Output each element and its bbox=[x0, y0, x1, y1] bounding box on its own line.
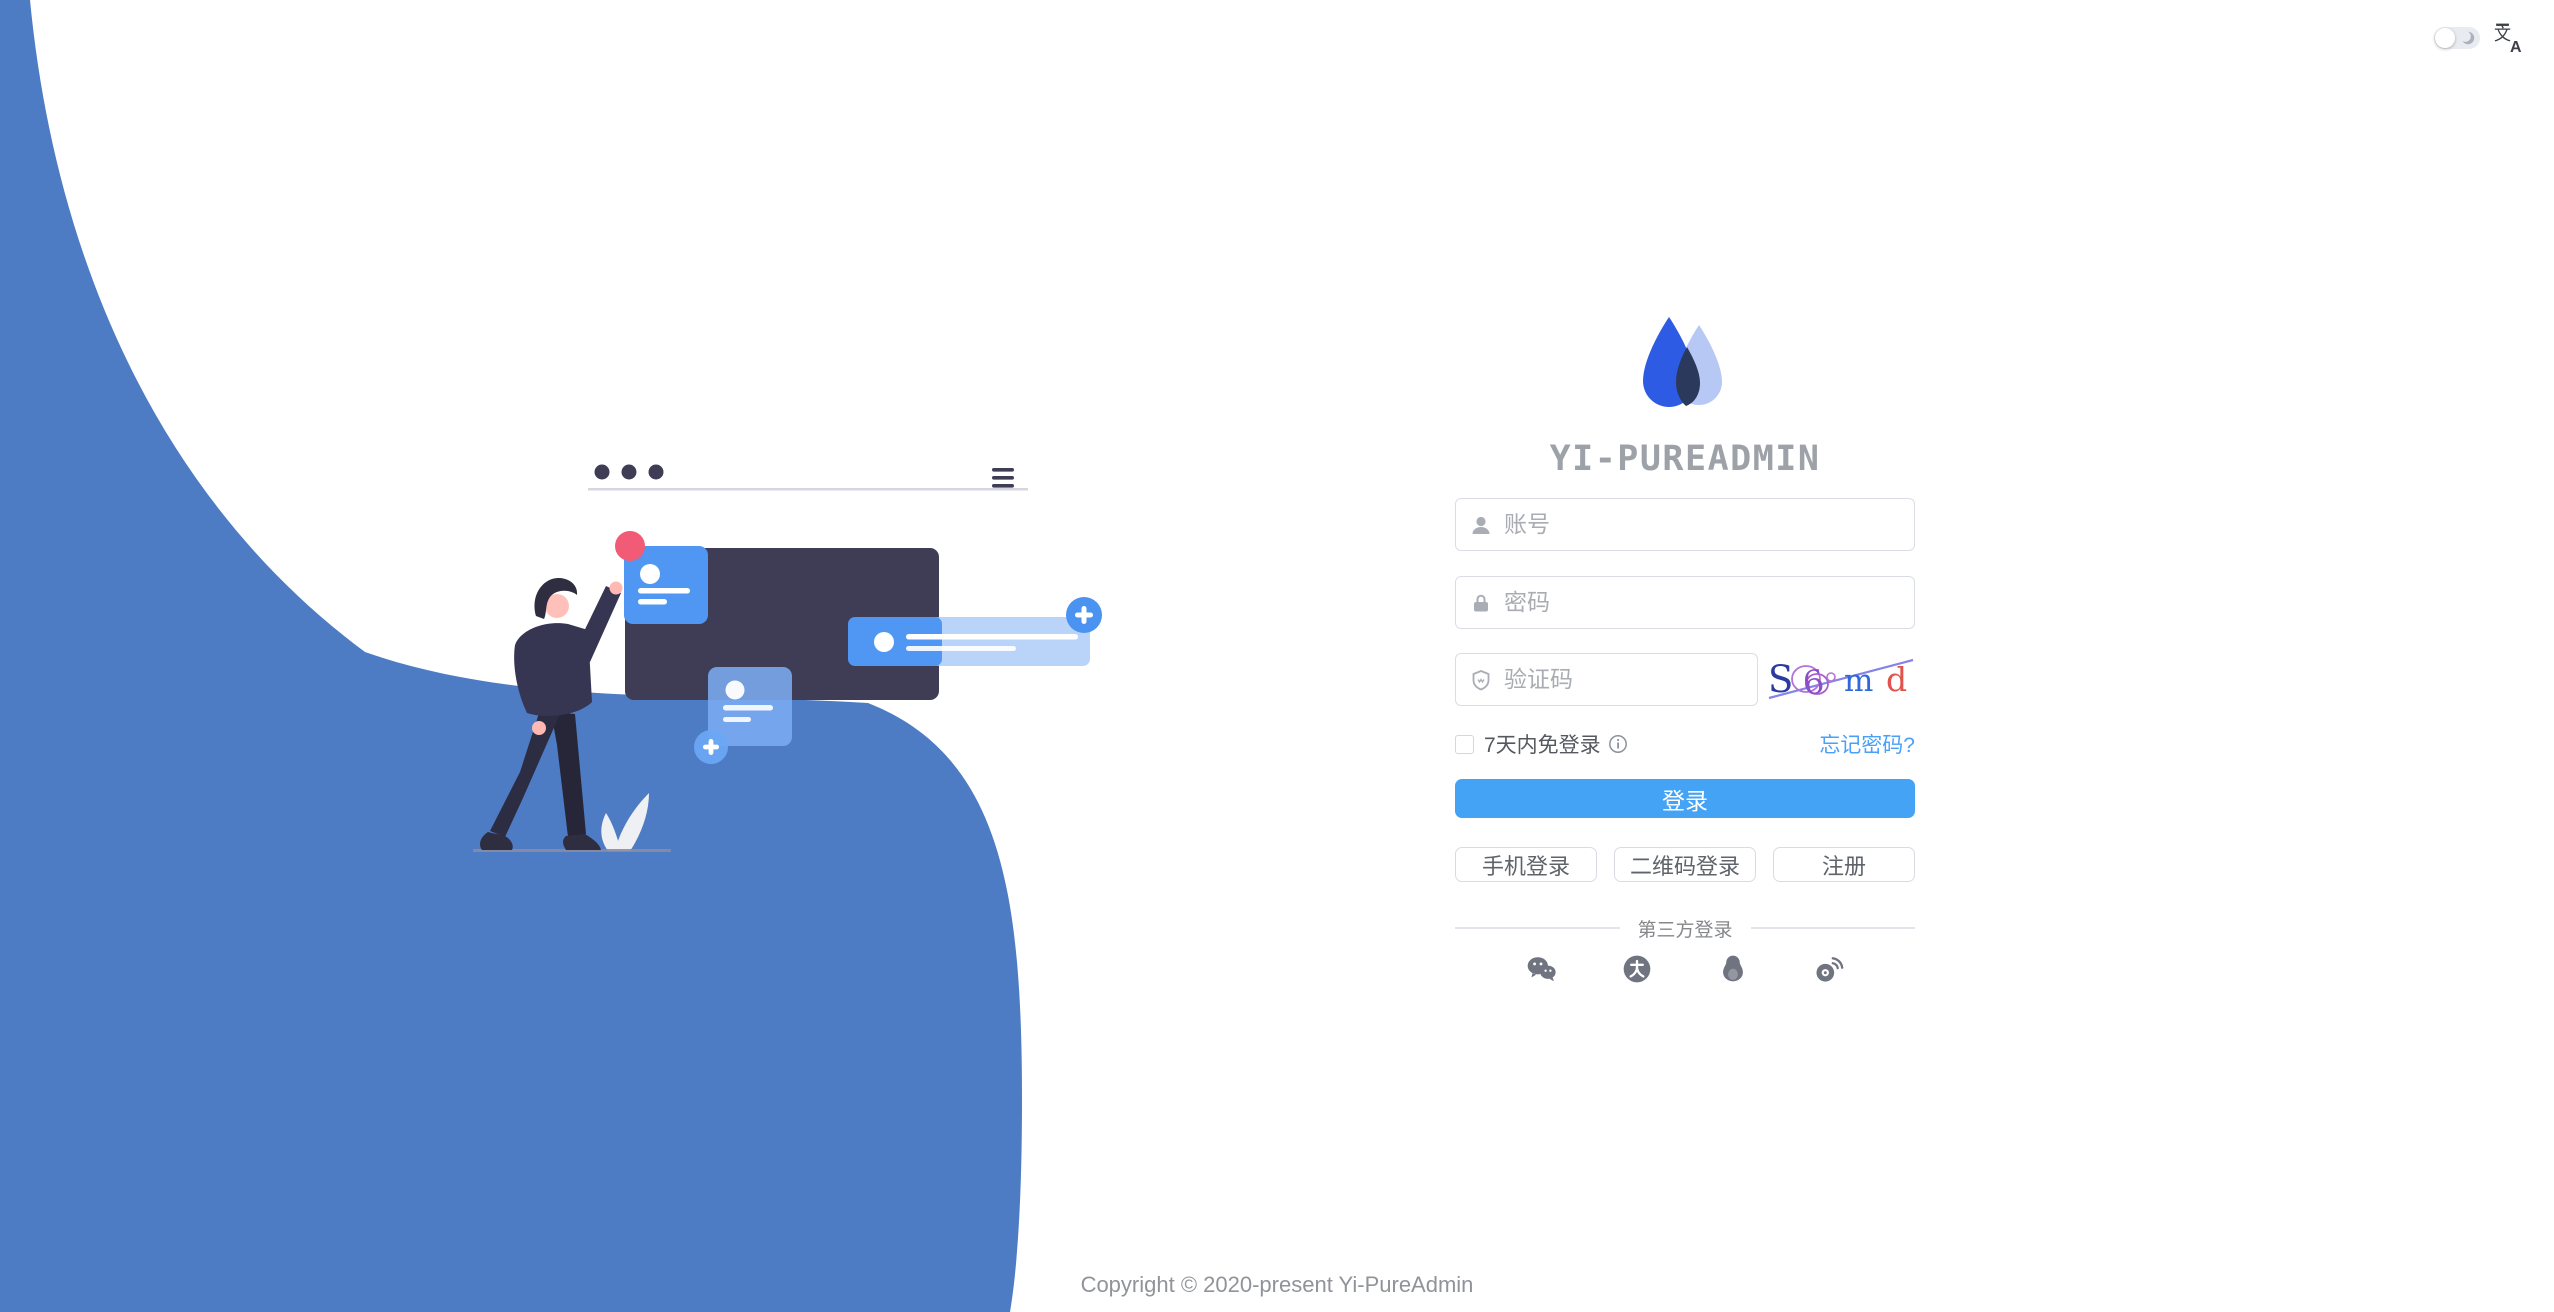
leaf bbox=[601, 793, 649, 851]
qrcode-login-button[interactable]: 二维码登录 bbox=[1614, 847, 1756, 882]
account-field bbox=[1455, 498, 1915, 551]
phone-login-button[interactable]: 手机登录 bbox=[1455, 847, 1597, 882]
water-drop-logo bbox=[1643, 317, 1722, 407]
remember-row: 7天内免登录 忘记密码? bbox=[1455, 731, 1915, 757]
svg-text:S: S bbox=[1768, 658, 1793, 701]
dark-mode-toggle[interactable] bbox=[2434, 27, 2480, 49]
plus-icon bbox=[694, 730, 728, 764]
brand-title: YI-PUREADMIN bbox=[1549, 439, 1821, 479]
password-input[interactable] bbox=[1502, 588, 1900, 617]
third-party-divider: 第三方登录 bbox=[1455, 915, 1916, 941]
svg-text:6: 6 bbox=[1800, 662, 1826, 704]
illustration-topbar-line bbox=[588, 488, 1028, 491]
login-illustration bbox=[473, 464, 1102, 852]
person bbox=[480, 577, 623, 850]
wechat-icon[interactable] bbox=[1525, 953, 1557, 985]
toggle-knob bbox=[2435, 28, 2455, 48]
captcha-field bbox=[1455, 653, 1802, 706]
svg-text:文: 文 bbox=[2494, 25, 2511, 44]
svg-text:m: m bbox=[1844, 663, 1873, 699]
translate-icon[interactable]: 文 A bbox=[2494, 22, 2526, 54]
captcha-input[interactable] bbox=[1502, 665, 1802, 694]
weibo-icon[interactable] bbox=[1812, 953, 1844, 985]
captcha-image[interactable]: S 6 m d bbox=[1767, 651, 1915, 709]
account-input[interactable] bbox=[1502, 510, 1900, 539]
moon-icon bbox=[2460, 31, 2475, 45]
hamburger-icon bbox=[992, 468, 1014, 488]
qq-icon[interactable] bbox=[1717, 953, 1749, 985]
alipay-icon[interactable] bbox=[1621, 953, 1653, 985]
info-icon[interactable] bbox=[1608, 734, 1628, 754]
forgot-password-link[interactable]: 忘记密码? bbox=[1819, 734, 1915, 757]
shield-icon bbox=[1472, 669, 1490, 690]
login-form: YI-PUREADMIN S 6 m d 7天内免登录 bbox=[1455, 315, 1916, 995]
remember-label: 7天内免登录 bbox=[1484, 734, 1601, 757]
copyright-text: Copyright © 2020-present Yi-PureAdmin bbox=[1080, 1272, 1474, 1297]
divider-label: 第三方登录 bbox=[1637, 919, 1733, 941]
red-circle bbox=[615, 531, 645, 561]
remember-checkbox[interactable] bbox=[1455, 734, 1474, 754]
divider-line bbox=[1750, 927, 1916, 929]
alt-login-row: 手机登录 二维码登录 注册 bbox=[1455, 847, 1915, 882]
divider-line bbox=[1455, 927, 1620, 929]
user-icon bbox=[1472, 516, 1490, 534]
login-button[interactable]: 登录 bbox=[1455, 779, 1915, 818]
password-field bbox=[1455, 576, 1915, 629]
svg-text:A: A bbox=[2510, 39, 2522, 54]
lock-icon bbox=[1474, 594, 1488, 611]
svg-text:d: d bbox=[1886, 660, 1907, 699]
register-button[interactable]: 注册 bbox=[1773, 847, 1915, 882]
plus-icon bbox=[1066, 597, 1102, 633]
social-login-row bbox=[1455, 953, 1915, 987]
